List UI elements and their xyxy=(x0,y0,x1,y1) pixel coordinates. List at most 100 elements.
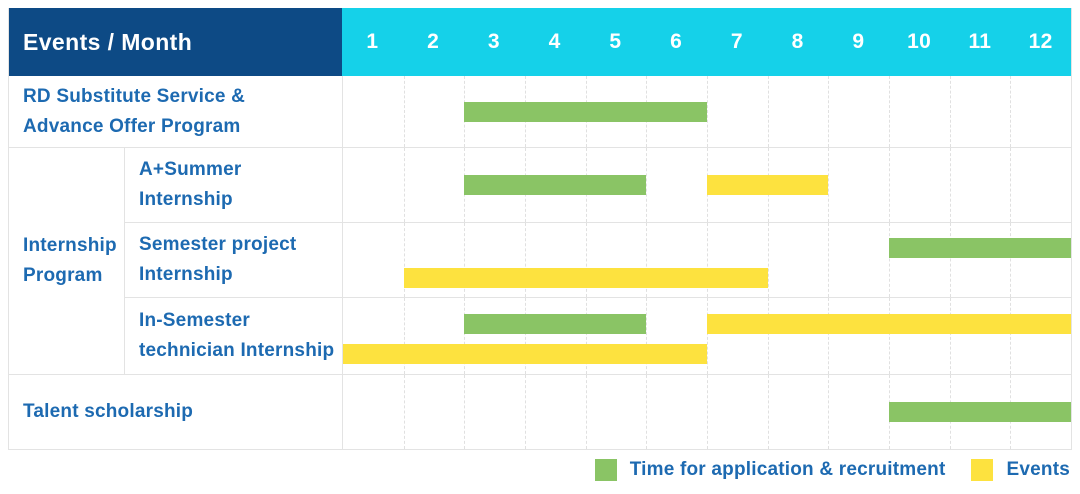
month-gridline xyxy=(767,375,769,449)
month-gridline xyxy=(949,148,951,222)
application-bar xyxy=(889,238,1071,259)
month-gridline xyxy=(767,298,769,374)
month-header-cell-4: 4 xyxy=(548,30,561,53)
table-row-a-plus-summer-internship: A+Summer Internship xyxy=(125,148,1071,222)
event-bar xyxy=(707,175,829,195)
event-bar xyxy=(707,313,1071,334)
month-gridline xyxy=(1010,148,1012,222)
month-gridline xyxy=(707,298,708,374)
chart-cell xyxy=(342,223,1071,297)
month-header-cell-11: 11 xyxy=(968,30,992,53)
table-row-in-semester-technician-internship: In-Semester technician Internship xyxy=(125,297,1071,374)
month-gridline xyxy=(403,223,405,297)
month-gridline xyxy=(1010,298,1012,374)
month-gridline xyxy=(525,223,526,297)
row-label-line: Internship xyxy=(139,264,233,285)
group-subrows: A+Summer Internship Semester project Intern… xyxy=(125,148,1071,374)
row-label-line: Program xyxy=(23,265,103,286)
month-gridline xyxy=(707,223,708,297)
month-gridline xyxy=(828,148,830,222)
table-row-internship-program: Internship Program A+Summer Internship Semes… xyxy=(9,147,1071,374)
month-gridline xyxy=(707,375,708,449)
row-label-line: Internship xyxy=(23,235,117,256)
month-header-cell-7: 7 xyxy=(730,30,743,53)
month-gridline xyxy=(889,223,890,297)
table-row-rd-substitute-service: RD Substitute Service & Advance Offer Pro… xyxy=(9,76,1071,147)
month-gridline xyxy=(949,223,951,297)
chart-cell xyxy=(342,298,1071,374)
green-swatch-icon xyxy=(594,459,617,481)
month-gridline xyxy=(828,298,830,374)
row-label-talent-scholarship: Talent scholarship xyxy=(9,375,342,449)
month-gridline xyxy=(828,223,830,297)
month-gridline xyxy=(646,148,648,222)
month-gridline xyxy=(949,298,951,374)
row-label-line: RD Substitute Service & xyxy=(23,85,246,107)
month-gridline xyxy=(646,298,648,374)
month-header-cell-3: 3 xyxy=(487,30,500,53)
month-header-cell-9: 9 xyxy=(852,30,865,53)
legend: Time for application & recruitment Event… xyxy=(594,456,1070,484)
legend-item-events: Events xyxy=(971,459,1070,481)
month-gridline xyxy=(828,76,830,147)
month-gridline xyxy=(889,76,890,147)
month-gridline xyxy=(646,223,648,297)
chart-cell xyxy=(342,148,1071,222)
month-gridline xyxy=(403,148,405,222)
month-gridline xyxy=(464,298,466,374)
month-header-cell-2: 2 xyxy=(427,30,440,53)
row-label-line: In-Semester xyxy=(139,310,250,331)
row-label-a-plus-summer-internship: A+Summer Internship xyxy=(125,148,342,222)
row-label-semester-project-internship: Semester project Internship xyxy=(125,223,342,297)
month-gridline xyxy=(889,148,890,222)
month-gridline xyxy=(403,375,405,449)
month-gridline xyxy=(585,223,587,297)
month-gridline xyxy=(464,223,466,297)
yellow-swatch-icon xyxy=(971,459,994,481)
month-header-cell-12: 12 xyxy=(1028,30,1053,53)
legend-label-events: Events xyxy=(1006,459,1070,480)
month-gridline xyxy=(767,223,769,297)
month-header-strip: 1 2 3 4 5 6 7 8 9 10 11 12 xyxy=(342,8,1071,76)
month-gridline xyxy=(585,375,587,449)
legend-item-application: Time for application & recruitment xyxy=(594,459,946,481)
row-label-line: Semester project xyxy=(139,234,297,255)
month-gridline xyxy=(464,375,466,449)
month-header-cell-5: 5 xyxy=(609,30,622,53)
row-label-line: A+Summer xyxy=(139,159,242,180)
month-header-cell-8: 8 xyxy=(791,30,804,53)
month-gridline xyxy=(1010,223,1012,297)
month-gridline xyxy=(403,76,405,147)
application-bar xyxy=(889,402,1071,422)
chart-cell xyxy=(342,76,1071,147)
month-header-cell-10: 10 xyxy=(907,30,932,53)
row-label-line: technician Internship xyxy=(139,340,335,361)
table-row-semester-project-internship: Semester project Internship xyxy=(125,222,1071,297)
row-label-rd-substitute-service: RD Substitute Service & Advance Offer Pro… xyxy=(9,76,342,147)
application-bar xyxy=(464,175,647,195)
month-gridline xyxy=(949,76,951,147)
row-label-line: Talent scholarship xyxy=(23,401,194,422)
month-gridline xyxy=(889,298,890,374)
month-gridline xyxy=(828,375,830,449)
legend-label-application: Time for application & recruitment xyxy=(629,459,946,480)
header-events-month-title: Events / Month xyxy=(9,8,342,76)
chart-cell xyxy=(342,375,1071,449)
month-gridline xyxy=(403,298,405,374)
month-gridline xyxy=(525,298,526,374)
event-bar xyxy=(403,267,768,288)
events-month-table: Events / Month 1 2 3 4 5 6 7 8 9 10 11 12 RD Substi… xyxy=(8,8,1072,450)
row-label-line: Internship xyxy=(139,189,233,210)
month-gridline xyxy=(767,76,769,147)
event-bar xyxy=(343,344,707,365)
table-body: RD Substitute Service & Advance Offer Pro… xyxy=(9,76,1071,449)
month-gridline xyxy=(707,76,708,147)
month-gridline xyxy=(525,375,526,449)
month-header-cell-6: 6 xyxy=(670,30,683,53)
month-gridline xyxy=(585,298,587,374)
row-label-in-semester-technician-internship: In-Semester technician Internship xyxy=(125,298,342,374)
application-bar xyxy=(464,101,707,122)
row-label-line: Advance Offer Program xyxy=(23,115,241,137)
month-gridline xyxy=(646,375,648,449)
